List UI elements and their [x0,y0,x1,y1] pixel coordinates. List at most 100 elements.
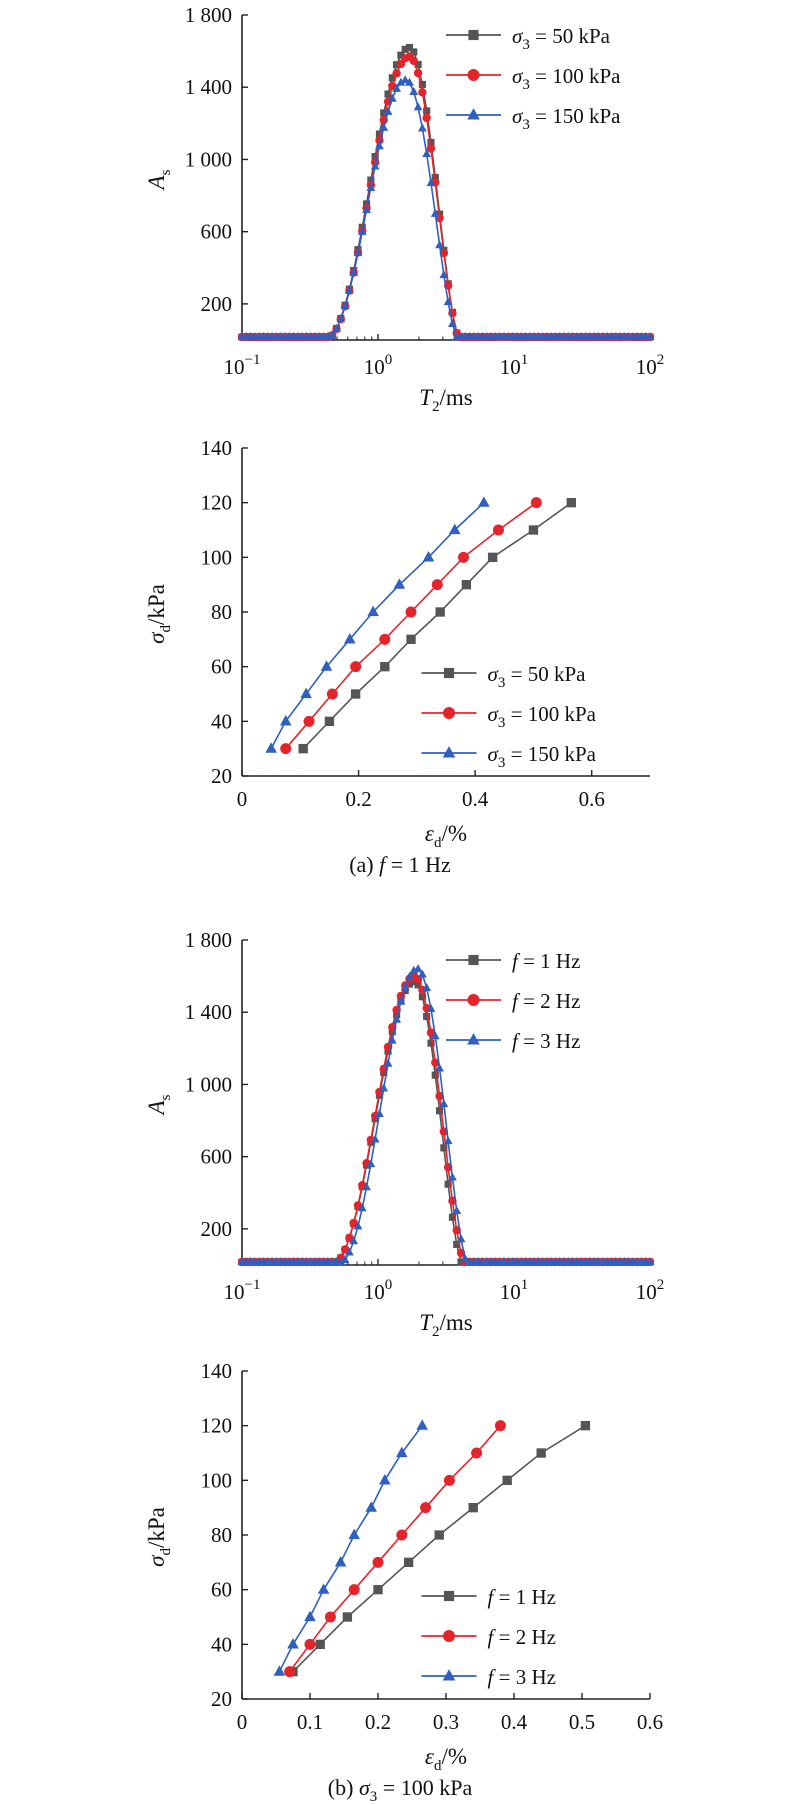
legend-marker [443,707,456,719]
data-point [405,971,414,980]
data-point [334,1556,347,1567]
y-tick-label: 80 [211,600,232,624]
data-point [460,1254,470,1263]
data-point [502,1475,512,1486]
data-point [471,1447,483,1459]
data-point [414,60,422,69]
data-point [487,552,498,563]
data-point [430,208,440,217]
data-point [327,330,337,339]
x-tick-label: 0 [237,787,248,811]
data-point [280,743,292,755]
data-point [383,1058,393,1067]
data-point [439,270,449,279]
data-point [409,56,418,66]
data-point [413,68,423,78]
legend-label: σ3 = 100 kPa [512,64,621,93]
data-point [392,69,401,78]
legend-item: f = 2 Hz [446,989,580,1013]
legend-item: f = 1 Hz [446,949,580,973]
legend-marker [468,29,479,41]
data-point [439,1127,449,1136]
data-point [396,996,406,1005]
series-blue [265,496,490,753]
data-point [566,497,576,508]
legend-marker [467,108,480,120]
x-tick-label: 100 [364,1277,393,1304]
x-tick-label: 10−1 [224,352,261,379]
series-red [280,497,542,755]
legend-label: f = 2 Hz [512,989,580,1013]
chart-b-nmr: 200 600 1 000 1 400 1 800 10−1 100 101 102 T2/ms A… [144,928,664,1340]
data-point [409,86,419,95]
data-point [383,106,393,115]
data-point [367,605,379,617]
data-point [379,1083,389,1092]
data-point [457,551,469,563]
legend-item: f = 3 Hz [446,1029,580,1053]
data-point [370,161,380,170]
x-tick-label: 102 [636,1277,665,1304]
y-tick-label: 1 000 [185,1072,232,1096]
legend-label: σ3 = 100 kPa [488,702,597,731]
y-tick-label: 40 [211,1632,232,1656]
data-point [401,987,409,995]
y-tick-label: 140 [201,1359,233,1383]
x-tick-label: 10−1 [224,1277,261,1304]
legend-marker [443,1590,455,1602]
y-tick-label: 100 [201,1468,233,1492]
x-tick-label: 0.3 [433,1710,459,1734]
data-point [536,1448,546,1458]
data-point [444,1180,452,1188]
data-point [357,1203,367,1212]
y-tick-label: 1 000 [185,147,232,171]
data-point [435,607,445,617]
data-point [580,1420,591,1431]
y-tick-label: 600 [201,1145,233,1169]
series-line [302,502,572,750]
data-point [406,634,416,645]
data-point [396,1446,408,1458]
data-point [348,1584,360,1596]
data-point [396,77,406,86]
data-point [388,1028,396,1036]
legend-marker [467,69,480,81]
data-point [324,1611,336,1623]
data-point [430,1031,440,1040]
data-point [435,1091,444,1101]
y-axis-title: σd/kPa [144,584,174,644]
data-point [452,1205,462,1214]
caption-a: (a) f = 1 Hz [349,852,451,877]
x-axis-title: εd/% [425,821,467,851]
data-point [453,1240,461,1248]
y-tick-label: 20 [211,764,232,788]
x-tick-label: 100 [364,352,393,379]
data-point [273,1665,286,1676]
legend-label: σ3 = 50 kPa [488,662,587,691]
data-point [362,205,371,213]
legend-marker [467,1033,480,1045]
y-tick-label: 40 [211,709,232,733]
data-point [448,523,461,535]
y-tick-label: 1 400 [185,1000,232,1024]
data-point [375,1109,384,1118]
data-point [357,226,367,235]
data-point [372,1556,384,1568]
legend-item: f = 2 Hz [421,1625,556,1649]
series-line [292,1425,586,1673]
data-point [400,982,410,991]
x-tick-label: 0.1 [297,1710,323,1734]
y-tick-label: 60 [211,655,232,679]
data-point [417,123,427,132]
y-tick-label: 600 [201,220,233,244]
data-point [373,1584,383,1595]
data-point [448,1172,457,1181]
data-point [494,1420,506,1432]
data-point [371,153,379,161]
y-tick-label: 60 [211,1578,232,1602]
data-point [279,715,292,726]
data-point [387,93,397,102]
data-point [427,1039,435,1047]
series-line [285,502,537,750]
legend-marker [468,954,479,966]
